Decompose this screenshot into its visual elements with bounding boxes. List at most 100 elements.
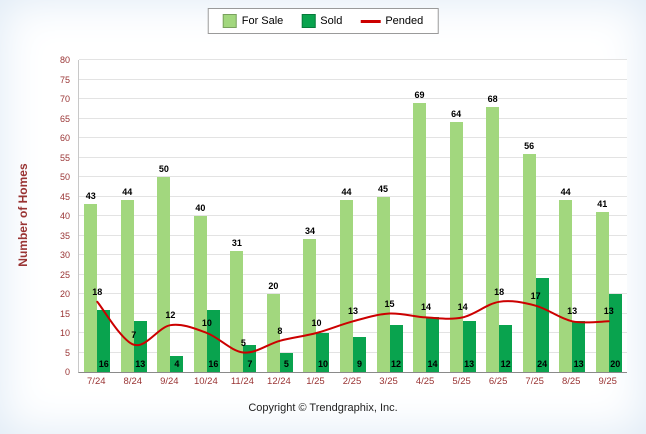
y-tick-label: 30 xyxy=(59,250,70,260)
legend-label-sold: Sold xyxy=(320,15,343,27)
y-tick-label: 35 xyxy=(59,230,70,241)
x-tick-label: 1/25 xyxy=(306,376,325,387)
for-sale-value-label: 43 xyxy=(85,191,96,202)
sold-value-label: 9 xyxy=(356,359,363,369)
pended-line-swatch-icon xyxy=(360,19,381,23)
x-tick-label: 7/25 xyxy=(525,376,544,387)
sold-bar xyxy=(170,356,184,372)
y-tick-label: 65 xyxy=(59,113,70,124)
x-tick-label: 11/24 xyxy=(230,376,254,387)
for-sale-bar xyxy=(266,294,280,372)
pended-value-label: 10 xyxy=(201,318,212,328)
for-sale-value-label: 40 xyxy=(195,203,206,213)
y-tick-label: 75 xyxy=(59,74,70,85)
sold-value-label: 13 xyxy=(135,359,146,369)
sold-value-label: 7 xyxy=(247,359,253,369)
gridline xyxy=(79,156,627,158)
legend-item-sold: Sold xyxy=(301,14,342,28)
for-sale-bar xyxy=(157,177,171,372)
for-sale-swatch-icon xyxy=(222,14,237,28)
y-tick-label: 0 xyxy=(64,367,70,377)
for-sale-value-label: 34 xyxy=(304,226,315,237)
x-tick-label: 6/25 xyxy=(488,376,508,387)
sold-bar xyxy=(426,317,440,372)
y-axis-title: Number of Homes xyxy=(16,163,30,267)
for-sale-bar xyxy=(230,251,244,372)
y-tick-label: 50 xyxy=(59,172,70,182)
pended-value-label: 13 xyxy=(347,306,359,317)
sold-bar xyxy=(608,294,622,372)
y-tick-label: 15 xyxy=(59,308,70,319)
plot-area: 43 16 18 44 13 7 50 4 12 40 16 10 31 7 5 20 5 8 34 10 10 44 9 1… xyxy=(78,59,627,373)
pended-value-label: 17 xyxy=(530,290,541,301)
sold-bar xyxy=(389,325,403,372)
for-sale-value-label: 44 xyxy=(122,187,133,198)
gridline xyxy=(79,78,627,80)
y-tick-label: 20 xyxy=(59,289,70,299)
for-sale-bar xyxy=(120,200,134,372)
y-axis-ticks: 0 5 10 15 20 25 30 35 40 45 50 55 60 65 70 75 80 xyxy=(40,55,74,377)
sold-value-label: 5 xyxy=(283,359,289,369)
legend-item-for-sale: For Sale xyxy=(222,14,284,28)
x-tick-label: 9/24 xyxy=(160,376,179,387)
for-sale-bar xyxy=(376,196,390,372)
y-tick-label: 60 xyxy=(59,133,70,143)
sold-bar xyxy=(316,333,330,372)
pended-value-label: 13 xyxy=(567,306,578,317)
x-tick-label: 5/25 xyxy=(452,376,471,387)
pended-value-label: 14 xyxy=(457,302,468,313)
gridline xyxy=(79,293,627,294)
for-sale-bar xyxy=(595,212,609,372)
sold-value-label: 4 xyxy=(174,359,180,369)
x-tick-label: 10/24 xyxy=(193,376,218,387)
gridline xyxy=(79,98,627,99)
for-sale-bar xyxy=(413,102,427,372)
sold-value-label: 13 xyxy=(464,359,475,369)
x-tick-label: 7/24 xyxy=(87,376,106,387)
gridline xyxy=(79,137,627,138)
sold-value-label: 10 xyxy=(317,359,328,369)
sold-bar xyxy=(279,352,293,372)
sold-value-label: 14 xyxy=(427,359,438,369)
for-sale-value-label: 56 xyxy=(524,140,535,151)
for-sale-value-label: 44 xyxy=(341,187,352,198)
for-sale-bar xyxy=(449,122,463,372)
y-tick-label: 80 xyxy=(59,55,70,65)
legend-item-pended: Pended xyxy=(360,15,423,27)
gridline xyxy=(79,117,627,119)
for-sale-value-label: 68 xyxy=(487,93,498,104)
sold-bar xyxy=(462,321,476,372)
for-sale-value-label: 41 xyxy=(597,199,608,210)
pended-value-label: 7 xyxy=(131,329,137,340)
sold-bar xyxy=(535,278,549,372)
x-tick-label: 3/25 xyxy=(379,376,398,387)
pended-value-label: 14 xyxy=(421,302,432,313)
x-tick-label: 9/25 xyxy=(598,376,617,387)
gridline xyxy=(79,273,627,275)
x-tick-label: 8/25 xyxy=(561,376,581,387)
y-tick-label: 5 xyxy=(64,347,70,358)
sold-swatch-icon xyxy=(301,14,316,28)
sold-value-label: 16 xyxy=(208,359,219,369)
gridline xyxy=(79,312,627,314)
pended-value-label: 10 xyxy=(311,318,322,328)
y-tick-label: 70 xyxy=(59,94,70,104)
for-sale-bar xyxy=(522,153,536,372)
for-sale-value-label: 44 xyxy=(560,187,571,198)
for-sale-value-label: 69 xyxy=(414,89,425,100)
sold-bar xyxy=(499,325,513,372)
gridline xyxy=(79,59,627,60)
legend-label-for-sale: For Sale xyxy=(241,15,284,27)
gridline xyxy=(79,332,627,333)
for-sale-bar xyxy=(303,239,317,372)
for-sale-value-label: 20 xyxy=(268,281,279,291)
pended-value-label: 12 xyxy=(165,310,176,321)
sold-bar xyxy=(97,309,111,372)
x-tick-label: 8/24 xyxy=(123,376,143,387)
for-sale-value-label: 50 xyxy=(158,164,169,174)
gridline xyxy=(79,195,627,197)
x-tick-label: 2/25 xyxy=(342,376,362,387)
for-sale-value-label: 31 xyxy=(231,238,242,249)
gridline xyxy=(79,215,627,216)
